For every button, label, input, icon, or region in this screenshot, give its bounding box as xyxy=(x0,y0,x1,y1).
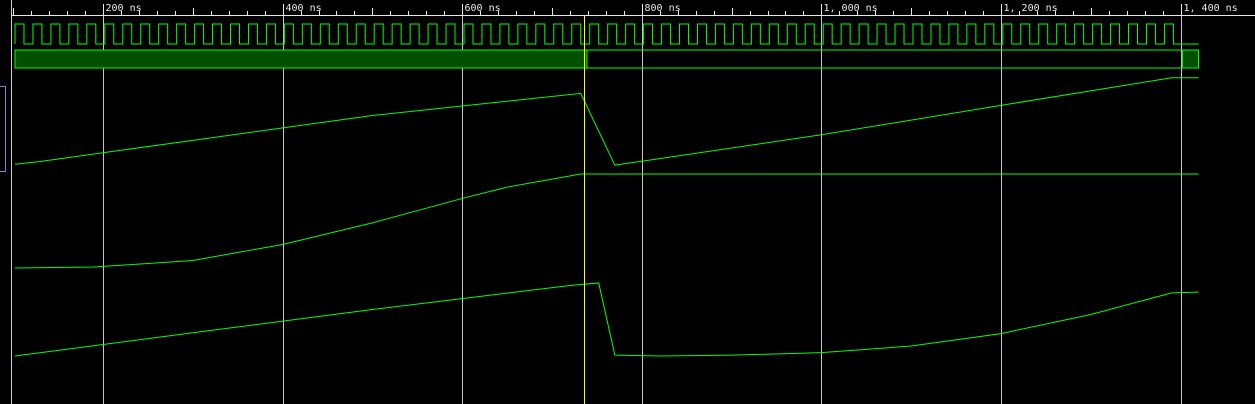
signal-name-pane-edge xyxy=(0,0,12,404)
ruler-label: 1, 000 ns xyxy=(824,3,878,14)
signal-traces[interactable] xyxy=(14,23,1200,357)
bus-segment[interactable] xyxy=(14,49,588,69)
analog-trace[interactable] xyxy=(14,173,1199,269)
ruler-label: 600 ns xyxy=(465,3,501,14)
clock-trace[interactable] xyxy=(14,23,1199,45)
scrollbar-marker[interactable] xyxy=(0,86,6,172)
ruler-label: 1, 200 ns xyxy=(1004,3,1058,14)
ruler-label: 200 ns xyxy=(106,3,142,14)
ruler-label: 1, 400 ns xyxy=(1184,3,1238,14)
analog-trace[interactable] xyxy=(14,77,1199,166)
time-gridlines xyxy=(103,16,1182,404)
bus-segment[interactable] xyxy=(1181,49,1200,69)
analog-trace[interactable] xyxy=(14,282,1199,357)
bus-segment[interactable] xyxy=(587,49,1183,69)
ruler-label: 400 ns xyxy=(286,3,322,14)
ruler-label: 800 ns xyxy=(645,3,681,14)
time-ruler[interactable]: 200 ns 400 ns 600 ns 800 ns 1, 000 ns 1, 200 … xyxy=(0,3,1255,16)
